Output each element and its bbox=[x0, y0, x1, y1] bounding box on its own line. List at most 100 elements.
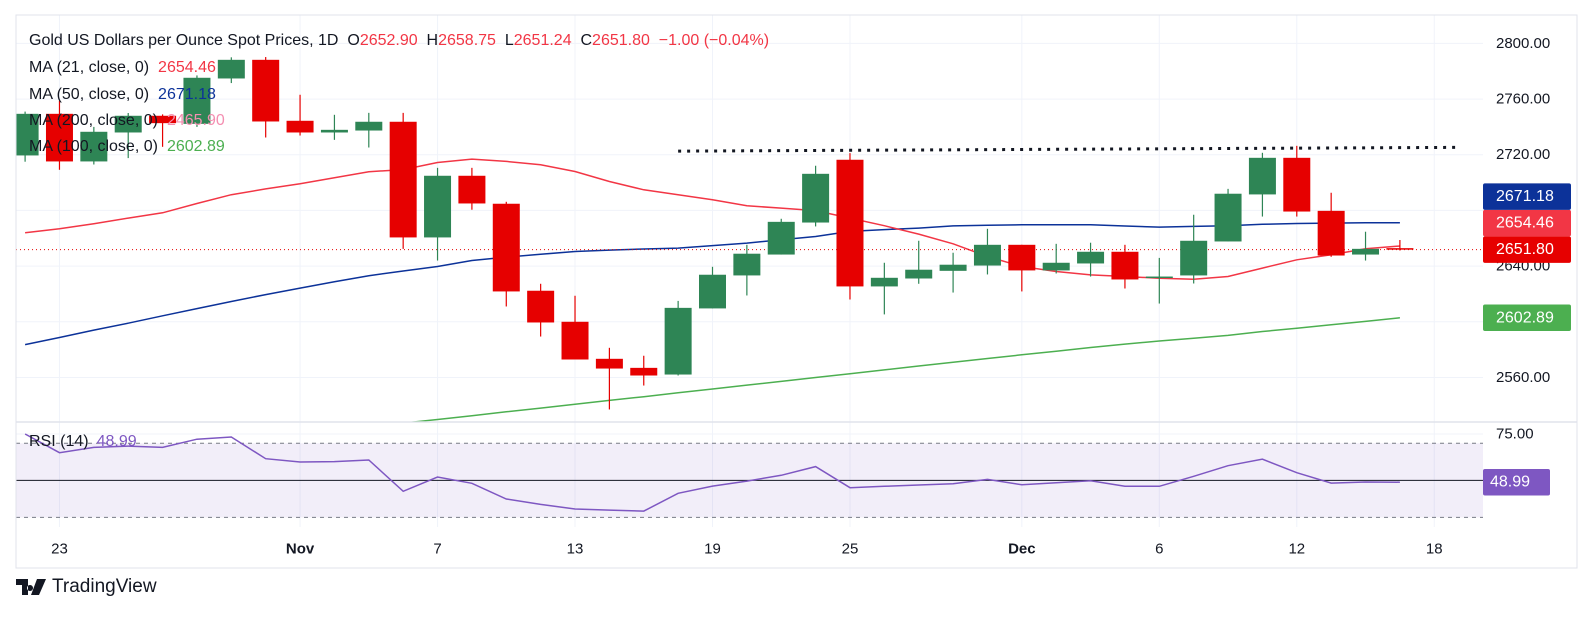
candle-body bbox=[355, 121, 383, 131]
candle-body bbox=[424, 175, 452, 238]
indicator-value: 2654.46 bbox=[158, 59, 216, 76]
candle bbox=[905, 240, 933, 284]
candle-body bbox=[836, 159, 864, 287]
low-label: L bbox=[504, 32, 514, 49]
rsi-badge bbox=[1483, 468, 1550, 496]
rsi-label: RSI (14) bbox=[29, 433, 89, 450]
price-axis-label: 2560.00 bbox=[1496, 369, 1550, 386]
date-axis-label: 19 bbox=[704, 541, 721, 558]
symbol-title: Gold US Dollars per Ounce Spot Prices, 1… bbox=[29, 32, 339, 49]
candle bbox=[80, 126, 108, 165]
indicator-label: MA (21, close, 0) bbox=[29, 59, 150, 76]
price-badge-label: 2651.80 bbox=[1496, 241, 1554, 258]
candle bbox=[114, 112, 142, 159]
price-axis-label: 2760.00 bbox=[1496, 91, 1550, 108]
candle bbox=[1386, 240, 1414, 251]
candle-body bbox=[973, 244, 1001, 266]
candle bbox=[389, 112, 417, 249]
candle bbox=[870, 262, 898, 315]
indicator-ma100[interactable]: MA (100, close, 0) 2602.89 bbox=[29, 137, 225, 157]
candle-body bbox=[527, 290, 555, 323]
candle bbox=[1180, 214, 1208, 284]
date-axis-label: 12 bbox=[1288, 541, 1305, 558]
candle bbox=[561, 295, 589, 360]
candle bbox=[630, 355, 658, 386]
price-axis-label: 2800.00 bbox=[1496, 35, 1550, 52]
candle-body bbox=[1180, 240, 1208, 276]
candle-body bbox=[664, 307, 692, 375]
candle-body bbox=[149, 115, 177, 124]
candle-body bbox=[939, 264, 967, 271]
candle-body bbox=[595, 358, 623, 369]
candle bbox=[1283, 145, 1311, 217]
high-value: 2658.75 bbox=[438, 32, 496, 49]
candle bbox=[217, 57, 245, 84]
low-value: 2651.24 bbox=[513, 32, 572, 49]
ma21-line bbox=[25, 158, 1400, 280]
candle bbox=[492, 201, 520, 307]
candle-body bbox=[1386, 248, 1414, 250]
candle-body bbox=[252, 59, 280, 122]
candle-body bbox=[1042, 262, 1070, 271]
candle-body bbox=[1077, 251, 1105, 264]
candle-body bbox=[870, 277, 898, 287]
price-badge bbox=[1483, 304, 1571, 332]
candle-body bbox=[1145, 276, 1173, 279]
candle-body bbox=[1008, 244, 1036, 271]
candle bbox=[973, 228, 1001, 275]
tradingview-logo[interactable]: TradingView bbox=[16, 576, 157, 598]
price-axis-label: 2720.00 bbox=[1496, 146, 1550, 163]
open-label: O bbox=[347, 32, 360, 49]
candle bbox=[183, 75, 211, 127]
indicator-label: MA (200, close, 0) bbox=[29, 112, 158, 129]
candle bbox=[939, 252, 967, 293]
price-pane bbox=[16, 57, 1483, 422]
candle-body bbox=[458, 175, 486, 204]
indicator-value: 2671.18 bbox=[158, 86, 216, 103]
ma100-line bbox=[406, 317, 1400, 422]
candle-body bbox=[389, 121, 417, 238]
date-axis-label: 7 bbox=[433, 541, 441, 558]
candle bbox=[149, 114, 177, 147]
rsi-legend[interactable]: RSI (14) 48.99 bbox=[29, 432, 137, 452]
candle bbox=[767, 218, 795, 255]
candle-body bbox=[183, 77, 211, 124]
candle bbox=[252, 57, 280, 138]
candle-body bbox=[16, 113, 39, 156]
candle-body bbox=[1352, 248, 1380, 255]
indicator-ma200[interactable]: MA (200, close, 0) 2465.90 bbox=[29, 111, 225, 131]
candle-body bbox=[1317, 210, 1345, 256]
indicator-value: 2602.89 bbox=[166, 138, 225, 155]
candle-body bbox=[561, 321, 589, 360]
indicator-ma50[interactable]: MA (50, close, 0) 2671.18 bbox=[29, 85, 216, 105]
close-value: 2651.80 bbox=[592, 32, 650, 49]
candle-body bbox=[80, 131, 108, 162]
change-value: −1.00 (−0.04%) bbox=[658, 32, 770, 49]
date-axis-label: 23 bbox=[51, 541, 68, 558]
candle-body bbox=[699, 274, 726, 309]
candle bbox=[733, 244, 761, 296]
candle-body bbox=[630, 367, 658, 376]
candle bbox=[664, 300, 692, 376]
indicator-ma21[interactable]: MA (21, close, 0) 2654.46 bbox=[29, 58, 216, 78]
rsi-pane bbox=[24, 433, 1400, 512]
candle-body bbox=[286, 120, 314, 133]
price-badge-label: 2671.18 bbox=[1496, 188, 1554, 205]
candle bbox=[1248, 152, 1276, 217]
price-badge bbox=[1483, 236, 1571, 263]
close-label: C bbox=[580, 32, 593, 49]
rsi-value: 48.99 bbox=[96, 433, 137, 450]
candle-body bbox=[45, 113, 73, 162]
candle bbox=[595, 347, 623, 410]
open-value: 2652.90 bbox=[359, 32, 418, 49]
rsi-axis-label: 75.00 bbox=[1496, 426, 1534, 443]
date-axis-label: 18 bbox=[1426, 541, 1443, 558]
rsi-line bbox=[24, 433, 1400, 512]
candle-body bbox=[1248, 157, 1276, 195]
candle-body bbox=[217, 59, 245, 79]
date-axis-label: Dec bbox=[1008, 541, 1036, 558]
candle-body bbox=[733, 253, 761, 276]
candle-body bbox=[1111, 251, 1139, 280]
candle bbox=[1008, 244, 1036, 292]
